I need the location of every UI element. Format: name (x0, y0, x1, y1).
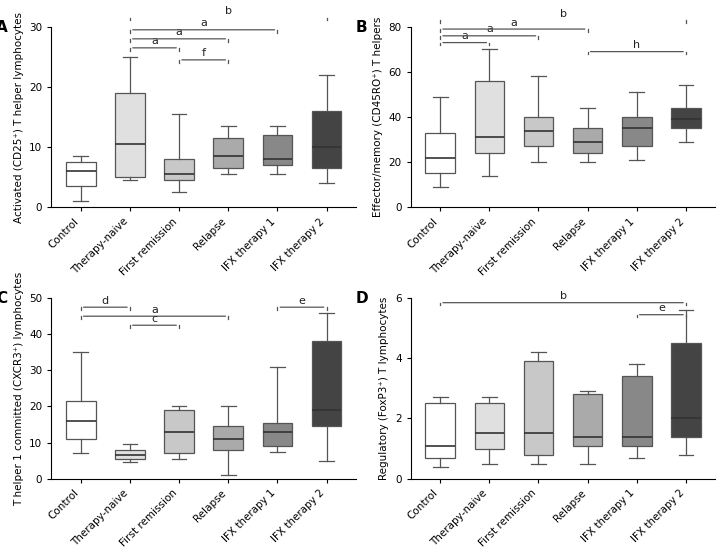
PathPatch shape (213, 138, 243, 168)
Text: e: e (658, 303, 665, 313)
PathPatch shape (425, 403, 455, 458)
Text: b: b (559, 291, 567, 301)
Text: a: a (486, 24, 492, 34)
Text: d: d (102, 296, 109, 306)
Y-axis label: Activated (CD25⁺) T helper lymphocytes: Activated (CD25⁺) T helper lymphocytes (14, 12, 24, 223)
Text: c: c (151, 314, 158, 324)
Text: a: a (510, 18, 518, 28)
Text: b: b (225, 6, 231, 16)
PathPatch shape (213, 426, 243, 450)
Text: h: h (633, 40, 640, 50)
Text: e: e (298, 296, 306, 306)
Text: a: a (151, 37, 158, 47)
PathPatch shape (523, 117, 553, 146)
PathPatch shape (523, 361, 553, 454)
PathPatch shape (262, 423, 292, 446)
PathPatch shape (622, 117, 652, 146)
Text: a: a (176, 27, 182, 37)
PathPatch shape (474, 403, 504, 449)
Text: a: a (461, 31, 468, 41)
Y-axis label: T helper 1 committed (CXCR3⁺) lymphocytes: T helper 1 committed (CXCR3⁺) lymphocyte… (14, 271, 24, 505)
PathPatch shape (66, 162, 95, 186)
PathPatch shape (425, 133, 455, 173)
Text: A: A (0, 19, 8, 34)
Text: D: D (355, 291, 368, 306)
PathPatch shape (622, 376, 652, 445)
PathPatch shape (311, 341, 341, 426)
Text: a: a (200, 18, 207, 28)
PathPatch shape (573, 129, 602, 153)
PathPatch shape (66, 401, 95, 439)
Text: f: f (202, 48, 205, 58)
PathPatch shape (311, 111, 341, 168)
PathPatch shape (164, 410, 194, 453)
PathPatch shape (115, 93, 145, 177)
Text: a: a (151, 305, 158, 315)
PathPatch shape (115, 450, 145, 459)
PathPatch shape (573, 394, 602, 445)
PathPatch shape (262, 135, 292, 165)
PathPatch shape (164, 159, 194, 180)
Y-axis label: Effector/memory (CD45RO⁺) T helpers: Effector/memory (CD45RO⁺) T helpers (373, 17, 383, 217)
Text: C: C (0, 291, 7, 306)
Text: b: b (559, 9, 567, 19)
PathPatch shape (671, 108, 701, 129)
Y-axis label: Regulatory (FoxP3⁺) T lymphocytes: Regulatory (FoxP3⁺) T lymphocytes (379, 297, 389, 480)
PathPatch shape (474, 81, 504, 153)
PathPatch shape (671, 343, 701, 437)
Text: B: B (355, 19, 368, 34)
